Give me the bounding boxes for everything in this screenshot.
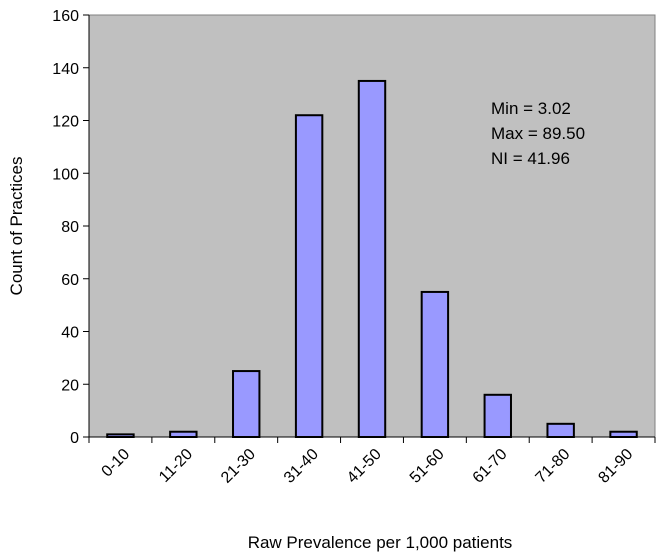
y-tick-label: 100 <box>52 166 79 183</box>
bar-41-50 <box>357 79 387 438</box>
bar-61-70 <box>483 393 512 438</box>
x-tick-label-61-70: 61-70 <box>470 446 511 487</box>
annotation-min: Min = 3.02 <box>491 99 571 118</box>
y-tick-label: 140 <box>52 61 79 78</box>
x-tick-label-71-80: 71-80 <box>533 446 574 487</box>
y-tick-label: 20 <box>61 377 79 394</box>
y-tick-label: 40 <box>61 325 79 342</box>
bar-81-90 <box>609 430 638 439</box>
x-axis: 0-10 11-20 21-30 31-40 41-50 51-60 61-70 71-80 8… <box>88 436 656 487</box>
x-tick-label-81-90: 81-90 <box>595 446 636 487</box>
y-axis-title: Count of Practices <box>7 157 26 296</box>
y-tick-label: 0 <box>70 430 79 447</box>
y-tick-label: 120 <box>52 114 79 131</box>
x-tick-label-31-40: 31-40 <box>281 446 322 487</box>
y-axis: 0 20 40 60 80 100 120 140 160 <box>52 8 90 447</box>
bars-group <box>106 79 638 439</box>
bar-21-30 <box>232 370 261 438</box>
stats-annotation: Min = 3.02 Max = 89.50 NI = 41.96 <box>491 99 585 168</box>
annotation-max: Max = 89.50 <box>491 124 585 143</box>
x-axis-title: Raw Prevalence per 1,000 patients <box>248 533 513 552</box>
y-tick-label: 80 <box>61 219 79 236</box>
x-tick-label-0-10: 0-10 <box>99 446 134 481</box>
y-tick-label: 160 <box>52 8 79 25</box>
bar-51-60 <box>420 290 450 438</box>
x-tick-label-21-30: 21-30 <box>218 446 259 487</box>
x-tick-label-51-60: 51-60 <box>407 446 448 487</box>
y-tick-label: 60 <box>61 272 79 289</box>
bar-31-40 <box>294 114 324 438</box>
annotation-ni: NI = 41.96 <box>491 149 570 168</box>
x-tick-label-41-50: 41-50 <box>344 446 385 487</box>
x-tick-label-11-20: 11-20 <box>156 446 196 486</box>
bar-11-20 <box>169 430 198 439</box>
bar-71-80 <box>546 422 575 438</box>
